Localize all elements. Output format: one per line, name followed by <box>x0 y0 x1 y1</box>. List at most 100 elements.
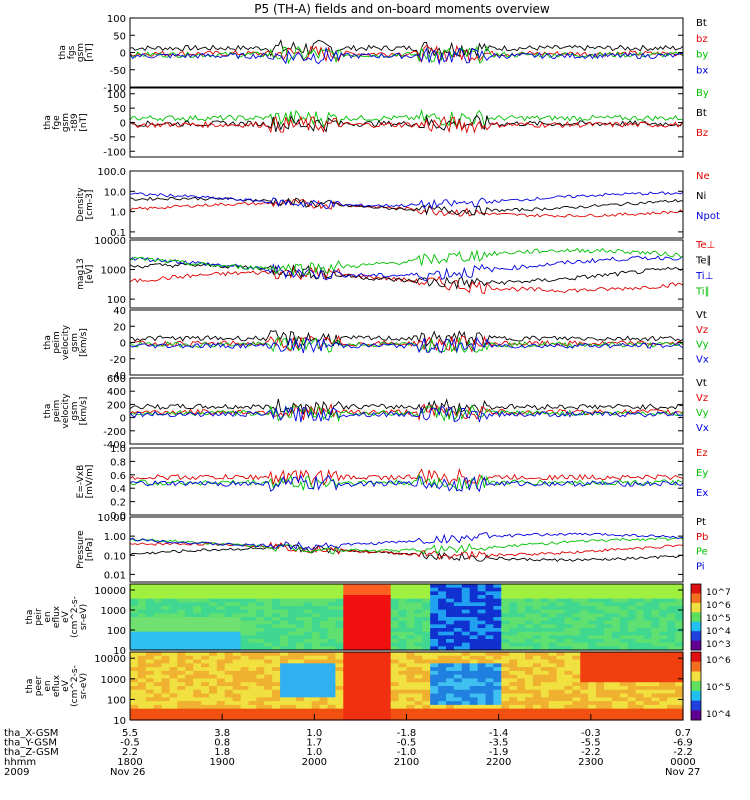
spectrogram-cell <box>548 693 558 698</box>
spectrogram-cell <box>201 682 210 687</box>
spectrogram-cell <box>525 591 534 596</box>
spectrogram-cell <box>604 678 613 683</box>
spectrogram-cell <box>248 635 257 640</box>
spectrogram-cell <box>572 628 581 633</box>
traces-2 <box>129 109 684 135</box>
spectrogram-cell <box>627 659 637 664</box>
spectrogram-cell <box>335 712 344 717</box>
spectrogram-cell <box>201 686 210 691</box>
spectrogram-cell <box>556 652 566 657</box>
spectrogram-cell <box>280 686 289 691</box>
spectrogram-cell <box>438 693 447 698</box>
spectrogram-cell <box>446 595 455 600</box>
spectrogram-cell <box>398 639 408 644</box>
spectrogram-cell <box>130 598 139 603</box>
spectrogram-cell <box>295 716 305 721</box>
spectrogram-cell <box>303 659 313 664</box>
spectrogram-cell <box>548 639 558 644</box>
x-row-value: 0000 <box>670 757 695 768</box>
spectrogram-cell <box>359 667 368 672</box>
spectrogram-cell <box>596 697 605 702</box>
spectrogram-cell <box>406 704 415 710</box>
spectrogram-cell <box>596 663 605 668</box>
spectrogram-cell <box>525 686 534 691</box>
spectrogram-cell <box>264 697 273 702</box>
spectrogram-cell <box>351 712 360 717</box>
spectrogram-cell <box>232 609 242 614</box>
spectrogram-cell <box>611 701 621 706</box>
spectrogram-cell <box>469 642 479 647</box>
spectrogram-cell <box>319 584 329 589</box>
spectrogram-cell <box>453 663 463 668</box>
spectrogram-cell <box>469 667 479 672</box>
spectrogram-cell <box>556 628 566 633</box>
spectrogram-cell <box>303 667 313 672</box>
y-tick-label: 0.10 <box>104 551 126 562</box>
spectrogram-cell <box>580 697 589 702</box>
spectrogram-cell <box>311 635 321 640</box>
colorbar-segment <box>691 584 701 594</box>
spectrogram-cell <box>414 712 423 717</box>
spectrogram-cell <box>485 670 494 676</box>
spectrogram-cell <box>240 587 250 592</box>
y-tick-label: 0 <box>120 414 126 425</box>
spectrogram-cell <box>201 655 210 661</box>
spectrogram-cell <box>295 708 305 714</box>
spectrogram-cell <box>667 628 676 633</box>
spectrogram-cell <box>627 587 637 592</box>
trace-Vt <box>129 398 684 417</box>
spectrogram-cell <box>659 624 668 629</box>
spectrogram-cell <box>256 642 265 647</box>
spectrogram-cell <box>509 712 518 717</box>
spectrogram-cell <box>367 635 376 640</box>
spectrogram-cell <box>295 701 305 706</box>
spectrogram-cell <box>509 693 518 698</box>
spectrogram-cell <box>161 602 171 607</box>
spectrogram-cell <box>311 659 321 664</box>
spectrogram-cell <box>572 697 581 702</box>
spectrogram-cell <box>248 598 257 603</box>
spectrogram-cell <box>461 701 471 706</box>
spectrogram-cell <box>635 693 645 698</box>
spectrogram-cell <box>509 652 518 657</box>
y-tick-label: 0 <box>120 339 126 350</box>
spectrogram-cell <box>532 712 542 717</box>
spectrogram-cell <box>224 635 234 640</box>
spectrogram-cell <box>288 642 297 647</box>
spectrogram-cell <box>580 595 589 600</box>
spectrogram-cell <box>137 712 147 717</box>
spectrogram-cell <box>382 620 392 625</box>
spectrogram-cell <box>240 693 250 698</box>
spectrogram-cell <box>564 697 573 702</box>
spectrogram-cell <box>446 609 455 614</box>
spectrogram-cell <box>556 595 566 600</box>
spectrogram-cell <box>643 708 652 714</box>
spectrogram-cell <box>327 712 336 717</box>
x-row-value: 5.5 <box>122 728 138 739</box>
spectrogram-cell <box>532 670 542 676</box>
spectrogram-cell <box>177 686 186 691</box>
spectrogram-cell <box>635 620 645 625</box>
spectrogram-cell <box>374 674 384 680</box>
spectrogram-cell <box>130 663 139 668</box>
spectrogram-cell <box>675 693 684 698</box>
spectrogram-cell <box>651 617 660 622</box>
spectrogram-cell <box>288 646 297 651</box>
spectrogram-cell <box>469 652 479 657</box>
spectrogram-cell <box>485 609 494 614</box>
colorbar-segment <box>691 690 701 702</box>
spectrogram-cell <box>548 617 558 622</box>
spectrogram-cell <box>351 686 360 691</box>
spectrogram-cell <box>461 631 471 636</box>
spectrogram-cell <box>343 712 352 717</box>
spectrogram-cell <box>295 613 305 618</box>
spectrogram-cell <box>493 642 502 647</box>
spectrogram-cell <box>611 712 621 717</box>
spectrogram-cell <box>256 663 265 668</box>
spectrogram-cell <box>248 591 257 596</box>
spectrogram-cell <box>461 682 471 687</box>
spectrogram-cell <box>611 652 621 657</box>
spectrogram-cell <box>169 652 178 657</box>
spectrogram-cell <box>311 624 321 629</box>
spectrogram-cell <box>209 655 218 661</box>
